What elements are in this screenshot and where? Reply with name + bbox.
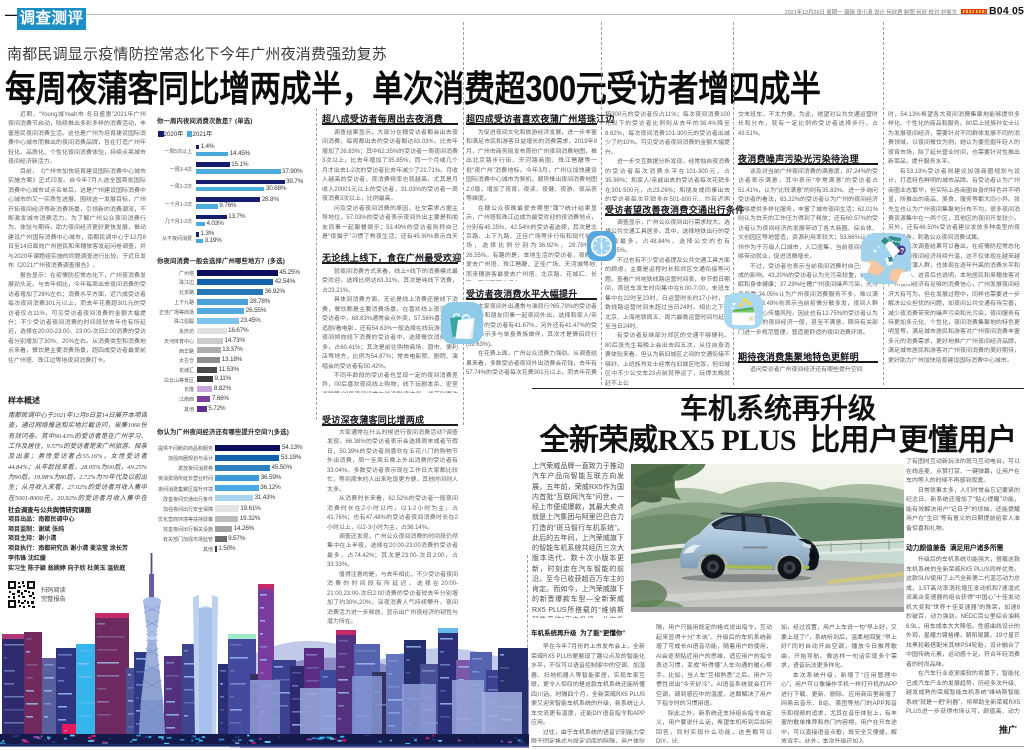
svg-text:?: ? <box>900 248 904 255</box>
